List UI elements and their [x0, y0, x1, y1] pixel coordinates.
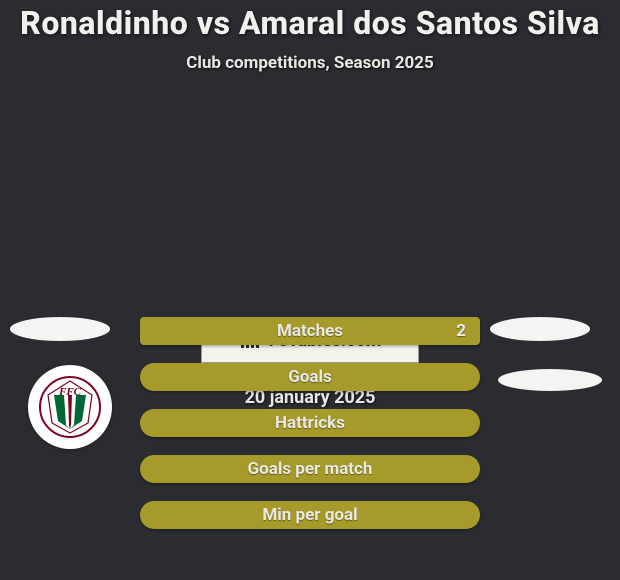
stat-bar-goals-per-match: Goals per match	[140, 455, 480, 483]
stat-label: Matches	[277, 321, 343, 341]
stat-label: Goals per match	[248, 459, 373, 479]
comparison-area: FFC Matches2GoalsHattricksGoals per matc…	[0, 317, 620, 408]
stat-label: Hattricks	[275, 413, 345, 433]
subtitle: Club competitions, Season 2025	[0, 53, 620, 73]
svg-text:FFC: FFC	[58, 386, 82, 398]
stat-bar-hattricks: Hattricks	[140, 409, 480, 437]
stat-label: Min per goal	[262, 505, 357, 525]
stat-bar-matches: Matches 2	[140, 317, 480, 345]
stat-label: Goals	[288, 367, 332, 387]
left-oval-1	[10, 317, 110, 341]
stat-bars: Matches 2 Goals Hattricks Goals per match Min…	[140, 317, 480, 547]
stat-bar-goals: Goals	[140, 363, 480, 391]
right-oval-1	[490, 317, 590, 341]
stat-value: 2	[456, 321, 466, 341]
page-title: Ronaldinho vs Amaral dos Santos Silva	[0, 0, 620, 41]
stat-bar-min-per-goal: Min per goal	[140, 501, 480, 529]
team-logo: FFC	[28, 365, 112, 449]
